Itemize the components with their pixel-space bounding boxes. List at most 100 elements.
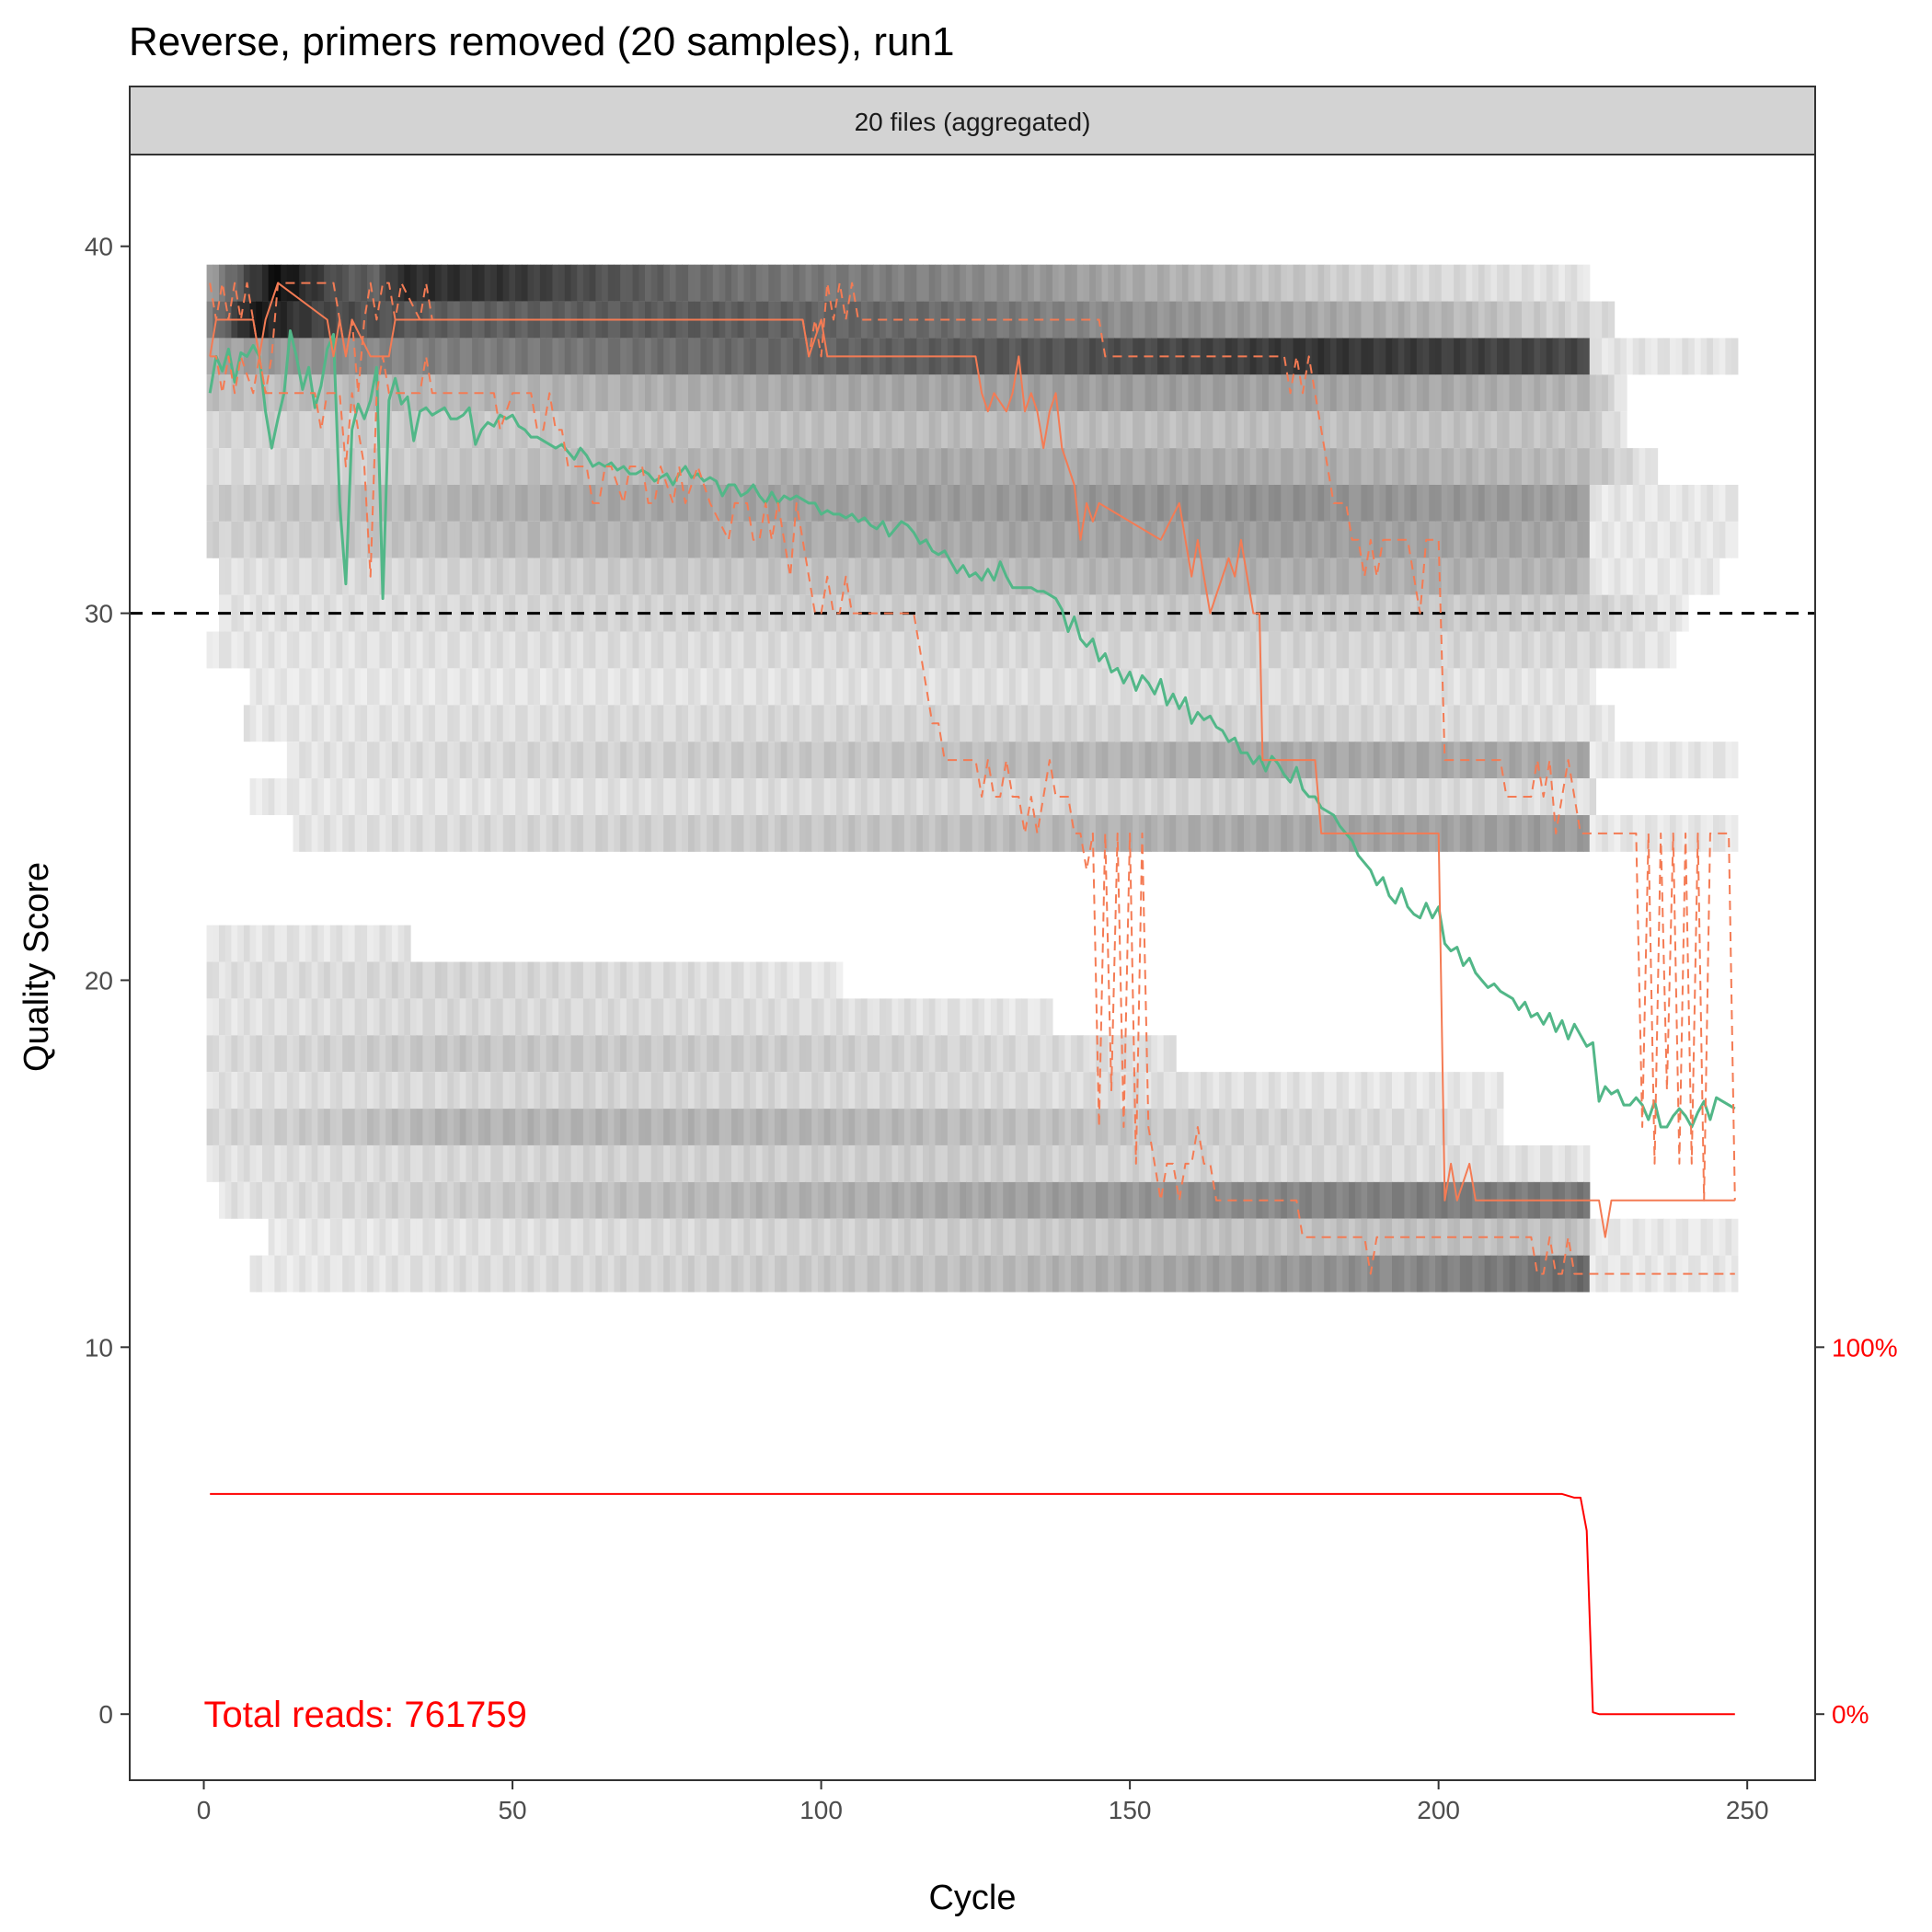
heatmap-cell	[268, 705, 275, 742]
heatmap-cell	[873, 778, 880, 815]
heatmap-cell	[589, 998, 596, 1036]
heatmap-cell	[441, 1035, 448, 1073]
heatmap-cell	[354, 264, 362, 302]
heatmap-cell	[1101, 705, 1109, 742]
heatmap-cell	[1176, 448, 1183, 485]
heatmap-cell	[256, 705, 263, 742]
heatmap-cell	[669, 814, 677, 852]
heatmap-cell	[391, 1144, 399, 1182]
heatmap-cell	[750, 1144, 757, 1182]
heatmap-cell	[1188, 448, 1195, 485]
heatmap-cell	[910, 1181, 917, 1219]
heatmap-cell	[521, 448, 529, 485]
heatmap-cell	[830, 668, 837, 706]
heatmap-cell	[1650, 448, 1659, 485]
heatmap-cell	[324, 631, 331, 669]
heatmap-cell	[842, 264, 850, 302]
heatmap-cell	[1256, 705, 1263, 742]
heatmap-cell	[1237, 814, 1245, 852]
heatmap-cell	[367, 521, 374, 558]
heatmap-cell	[1454, 631, 1461, 669]
heatmap-cell	[329, 778, 338, 815]
heatmap-cell	[1293, 264, 1300, 302]
heatmap-cell	[1256, 1072, 1263, 1110]
heatmap-cell	[1595, 338, 1603, 375]
heatmap-cell	[286, 742, 294, 779]
heatmap-cell	[558, 484, 566, 522]
heatmap-cell	[1064, 1181, 1072, 1219]
heatmap-cell	[1138, 594, 1146, 632]
heatmap-cell	[990, 998, 998, 1036]
heatmap-cell	[1028, 668, 1035, 706]
heatmap-cell	[1052, 1181, 1060, 1219]
heatmap-cell	[1379, 374, 1386, 412]
heatmap-cell	[719, 411, 726, 449]
heatmap-cell	[1213, 264, 1220, 302]
heatmap-cell	[243, 631, 251, 669]
heatmap-cell	[1095, 374, 1103, 412]
heatmap-cell	[527, 1109, 535, 1145]
heatmap-cell	[502, 631, 510, 669]
heatmap-cell	[454, 814, 461, 852]
heatmap-cell	[534, 558, 541, 595]
heatmap-cell	[1447, 521, 1455, 558]
heatmap-cell	[823, 742, 831, 779]
heatmap-cell	[552, 1035, 559, 1073]
heatmap-cell	[891, 448, 899, 485]
heatmap-cell	[996, 448, 1004, 485]
heatmap-cell	[885, 1109, 893, 1145]
heatmap-cell	[1546, 668, 1554, 706]
heatmap-cell	[762, 668, 769, 706]
heatmap-cell	[1176, 668, 1183, 706]
heatmap-cell	[1447, 778, 1455, 815]
heatmap-cell	[496, 814, 504, 852]
heatmap-cell	[404, 338, 411, 375]
heatmap-cell	[1003, 374, 1010, 412]
heatmap-cell	[1682, 742, 1689, 779]
heatmap-cell	[281, 301, 288, 339]
heatmap-cell	[873, 484, 880, 522]
heatmap-cell	[1200, 374, 1208, 412]
heatmap-cell	[509, 668, 516, 706]
heatmap-cell	[373, 264, 381, 302]
heatmap-cell	[1349, 301, 1356, 339]
heatmap-cell	[898, 1144, 905, 1182]
heatmap-cell	[552, 338, 559, 375]
heatmap-cell	[558, 448, 566, 485]
heatmap-cell	[755, 1072, 764, 1110]
heatmap-cell	[996, 705, 1004, 742]
heatmap-cell	[379, 705, 386, 742]
heatmap-cell	[855, 998, 862, 1036]
heatmap-cell	[1274, 301, 1282, 339]
heatmap-cell	[1484, 1144, 1491, 1182]
heatmap-cell	[1126, 1072, 1133, 1110]
heatmap-cell	[903, 484, 912, 522]
heatmap-cell	[1478, 374, 1486, 412]
heatmap-cell	[261, 925, 270, 962]
heatmap-cell	[1281, 411, 1288, 449]
heatmap-cell	[935, 448, 942, 485]
heatmap-cell	[558, 1035, 566, 1073]
heatmap-cell	[799, 374, 807, 412]
heatmap-cell	[1052, 668, 1060, 706]
heatmap-cell	[1527, 631, 1535, 669]
heatmap-cell	[1373, 1144, 1381, 1182]
heatmap-cell	[941, 742, 949, 779]
heatmap-cell	[484, 338, 491, 375]
heatmap-cell	[1570, 484, 1578, 522]
heatmap-cell	[1213, 705, 1220, 742]
heatmap-cell	[984, 1035, 992, 1073]
heatmap-cell	[719, 1144, 726, 1182]
heatmap-cell	[762, 594, 769, 632]
heatmap-cell	[768, 998, 776, 1036]
heatmap-cell	[521, 1072, 529, 1110]
heatmap-cell	[755, 448, 764, 485]
heatmap-cell	[434, 484, 443, 522]
heatmap-cell	[1206, 742, 1214, 779]
heatmap-cell	[231, 1144, 238, 1182]
heatmap-cell	[416, 484, 424, 522]
heatmap-cell	[1361, 668, 1368, 706]
heatmap-cell	[1472, 631, 1479, 669]
heatmap-cell	[286, 1181, 294, 1219]
heatmap-cell	[848, 558, 856, 595]
